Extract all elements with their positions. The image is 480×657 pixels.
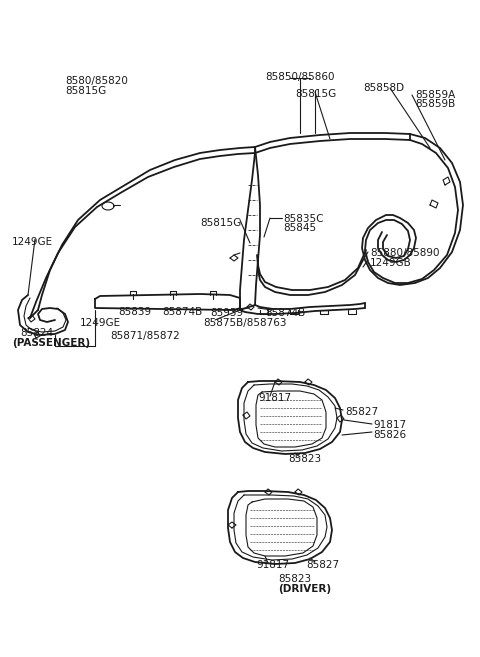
Text: 1249GB: 1249GB bbox=[370, 258, 412, 268]
Text: 91817: 91817 bbox=[258, 393, 291, 403]
Text: 85839: 85839 bbox=[118, 307, 151, 317]
Text: 91817: 91817 bbox=[373, 420, 406, 430]
Text: 85858D: 85858D bbox=[363, 83, 404, 93]
Text: 85874B: 85874B bbox=[265, 308, 305, 318]
Text: 85826: 85826 bbox=[373, 430, 406, 440]
Text: 1249GE: 1249GE bbox=[12, 237, 53, 247]
Text: 91817: 91817 bbox=[256, 560, 289, 570]
Text: 85859A: 85859A bbox=[415, 90, 455, 100]
Text: 85827: 85827 bbox=[306, 560, 339, 570]
Text: 1249GE: 1249GE bbox=[80, 318, 121, 328]
Text: 8580/85820: 8580/85820 bbox=[65, 76, 128, 86]
Text: 85815G: 85815G bbox=[200, 218, 241, 228]
Text: 85850/85860: 85850/85860 bbox=[265, 72, 335, 82]
Text: 85871/85872: 85871/85872 bbox=[110, 331, 180, 341]
Text: 85823: 85823 bbox=[288, 454, 321, 464]
Text: 85875B/858763: 85875B/858763 bbox=[203, 318, 287, 328]
Text: 85827: 85827 bbox=[345, 407, 378, 417]
Text: 85824: 85824 bbox=[20, 328, 53, 338]
Text: 85859B: 85859B bbox=[415, 99, 455, 109]
Text: 85880/85890: 85880/85890 bbox=[370, 248, 440, 258]
Text: 85845: 85845 bbox=[283, 223, 316, 233]
Text: 85874B: 85874B bbox=[162, 307, 202, 317]
Text: (DRIVER): (DRIVER) bbox=[278, 584, 331, 594]
Text: 85815G: 85815G bbox=[295, 89, 336, 99]
Text: (PASSENGER): (PASSENGER) bbox=[12, 338, 90, 348]
Text: 85815G: 85815G bbox=[65, 86, 106, 96]
Text: 85939: 85939 bbox=[210, 308, 243, 318]
Text: 85835C: 85835C bbox=[283, 214, 324, 224]
Text: 85823: 85823 bbox=[278, 574, 311, 584]
